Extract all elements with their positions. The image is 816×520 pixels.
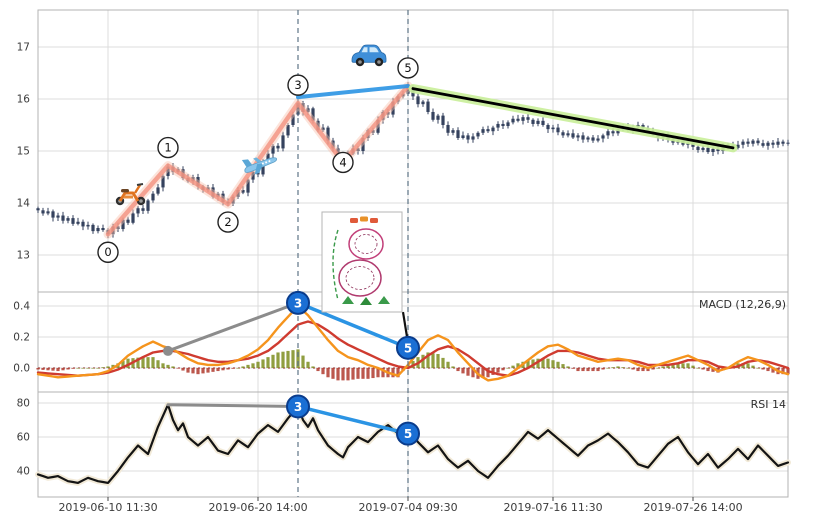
svg-text:1: 1 <box>164 141 171 155</box>
wave-marker-1: 1 <box>157 136 179 159</box>
car-icon <box>351 44 387 67</box>
svg-text:2019-07-04 09:30: 2019-07-04 09:30 <box>358 501 457 514</box>
macd-marker-3: 3 <box>286 290 310 315</box>
trend-line <box>408 84 738 153</box>
candlestick-series <box>36 83 790 239</box>
svg-text:0.4: 0.4 <box>13 300 30 312</box>
wave-marker-2: 2 <box>217 211 239 233</box>
svg-text:5: 5 <box>404 61 411 75</box>
svg-text:3: 3 <box>294 400 302 414</box>
svg-text:15: 15 <box>17 146 30 158</box>
svg-text:16: 16 <box>17 93 31 105</box>
svg-text:0.2: 0.2 <box>13 331 30 343</box>
svg-text:5: 5 <box>404 341 412 355</box>
svg-text:14: 14 <box>17 198 31 210</box>
wave-marker-4: 4 <box>332 151 354 174</box>
price-blue-line <box>296 83 410 100</box>
svg-text:2019-06-10 11:30: 2019-06-10 11:30 <box>58 501 157 514</box>
svg-text:2019-06-20 14:00: 2019-06-20 14:00 <box>208 501 307 514</box>
wave-marker-3: 3 <box>287 74 309 96</box>
macd-annotation-lines <box>163 301 410 356</box>
macd-gray-dot <box>163 345 173 356</box>
roller-coaster-image <box>321 211 403 313</box>
rsi-panel-label: RSI 14 <box>750 398 786 411</box>
rsi-marker-5: 5 <box>396 421 420 446</box>
svg-text:40: 40 <box>17 466 30 478</box>
wave-marker-5: 5 <box>397 57 419 79</box>
rsi-panel-border <box>37 391 789 498</box>
svg-text:80: 80 <box>17 398 30 410</box>
rsi-marker-3: 3 <box>286 394 310 419</box>
svg-text:13: 13 <box>17 250 30 262</box>
svg-text:17: 17 <box>17 41 30 53</box>
svg-text:60: 60 <box>17 432 30 444</box>
coaster-connector-line <box>401 311 409 337</box>
svg-text:2019-07-16 11:30: 2019-07-16 11:30 <box>503 501 602 514</box>
svg-text:2019-07-26 14:00: 2019-07-26 14:00 <box>643 501 742 514</box>
svg-text:4: 4 <box>339 155 346 169</box>
macd-marker-5: 5 <box>396 335 420 360</box>
wave-marker-0: 0 <box>97 241 119 263</box>
svg-text:2: 2 <box>224 215 231 229</box>
macd-panel-label: MACD (12,26,9) <box>698 298 786 311</box>
svg-text:3: 3 <box>294 78 301 92</box>
svg-text:5: 5 <box>404 427 412 441</box>
svg-text:0.0: 0.0 <box>13 362 30 374</box>
svg-text:0: 0 <box>104 245 111 259</box>
airplane-icon <box>241 157 277 175</box>
rsi-annotation-lines <box>166 403 410 436</box>
wave-path <box>103 81 413 239</box>
svg-text:3: 3 <box>294 296 302 310</box>
macd-signal-line <box>36 320 790 377</box>
scooter-icon <box>115 183 146 206</box>
panel-borders <box>37 9 789 498</box>
